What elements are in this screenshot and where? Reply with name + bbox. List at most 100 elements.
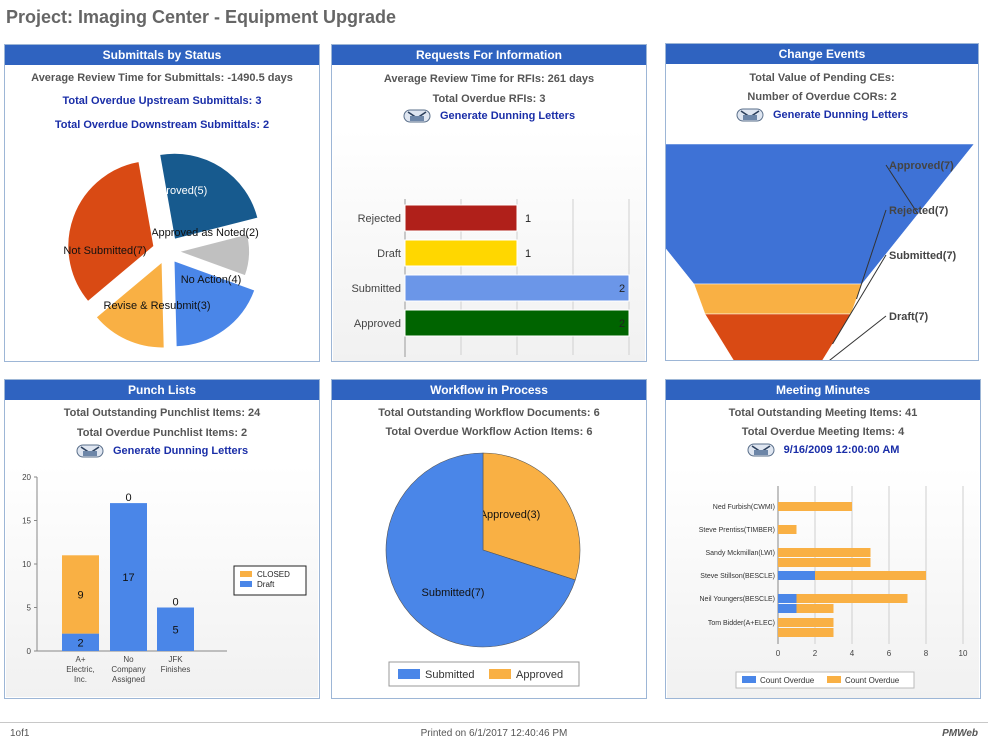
punch-x-label: Inc. <box>74 675 87 684</box>
workflow-outstanding: Total Outstanding Workflow Documents: 6 <box>378 407 600 419</box>
punch-outstanding: Total Outstanding Punchlist Items: 24 <box>63 407 261 419</box>
rfi-bar <box>404 239 518 267</box>
mt-bar-orange <box>778 628 834 637</box>
rfi-category-label: Approved <box>354 318 401 330</box>
mt-category-label: Steve Stillson(BESCLE) <box>700 573 775 580</box>
legend-swatch-closed <box>240 571 252 577</box>
pie-slice <box>385 452 576 648</box>
overdue-upstream-link[interactable]: Total Overdue Upstream Submittals: 3 <box>62 95 262 107</box>
ce-dunning-link[interactable]: Generate Dunning Letters <box>666 107 978 123</box>
panel-punch: Punch Lists Total Outstanding Punchlist … <box>4 379 320 699</box>
legend-swatch-approved <box>489 669 511 679</box>
mt-bar-orange <box>815 571 926 580</box>
pie-label: No Action(4) <box>181 274 242 286</box>
panel-header-punch: Punch Lists <box>5 380 319 400</box>
footer: 1of1 Printed on 6/1/2017 12:40:46 PM PMW… <box>0 722 988 742</box>
legend-label-draft: Draft <box>257 580 275 589</box>
submittals-pie-chart: Approved(5) Approved as Noted(2) No Action… <box>63 152 259 349</box>
punch-dunning-link[interactable]: Generate Dunning Letters <box>5 443 319 459</box>
footer-printed: Printed on 6/1/2017 12:40:46 PM <box>420 728 568 739</box>
workflow-legend <box>388 661 580 687</box>
pie-label: Not Submitted(7) <box>63 245 146 257</box>
legend-label-orange: Count Overdue <box>845 676 900 685</box>
punch-bar-closed <box>62 555 99 634</box>
ce-dunning-label: Generate Dunning Letters <box>772 109 909 121</box>
punch-value-closed: 0 <box>172 597 178 609</box>
overdue-downstream-link[interactable]: Total Overdue Downstream Submittals: 2 <box>54 119 270 131</box>
mt-bar-orange <box>778 558 871 567</box>
panel-header-meetings: Meeting Minutes <box>666 380 980 400</box>
mt-x-tick: 10 <box>959 649 968 658</box>
mt-legend <box>735 671 915 689</box>
legend-label-submitted: Submitted <box>425 669 475 681</box>
punch-y-tick: 0 <box>27 647 32 656</box>
meetings-outstanding: Total Outstanding Meeting Items: 41 <box>728 407 918 419</box>
punch-x-label: JFK <box>168 655 183 664</box>
panel-header-submittals: Submittals by Status <box>5 45 319 65</box>
punch-bar-draft <box>62 633 99 651</box>
legend-swatch-submitted <box>398 669 420 679</box>
mt-bar-blue <box>778 571 815 580</box>
punch-bar-draft <box>157 607 194 651</box>
pie-label: Approved(5) <box>147 185 208 197</box>
pie-label: Approved(3) <box>480 509 541 521</box>
pie-slice <box>177 233 251 277</box>
page-title: Project: Imaging Center - Equipment Upgr… <box>6 7 397 27</box>
pie-label: Revise & Resubmit(3) <box>104 300 211 312</box>
mt-category-label: Steve Prentiss(TIMBER) <box>699 527 775 534</box>
ce-overdue-cors: Number of Overdue CORs: 2 <box>747 91 897 103</box>
panel-submittals: Submittals by Status Average Review Time… <box>4 44 320 362</box>
punch-y-tick: 10 <box>22 560 31 569</box>
legend-label-approved: Approved <box>516 669 563 681</box>
mt-x-tick: 2 <box>813 649 818 658</box>
meetings-bar-chart: 0 2 4 6 8 10 Ned Furbish(CWMI) Steve Prentiss(T… <box>699 486 968 689</box>
panel-change-events: Change Events Total Value of Pending CEs… <box>665 43 979 361</box>
rfi-overdue: Total Overdue RFIs: 3 <box>432 93 546 105</box>
envelope-icon <box>403 109 431 123</box>
punch-legend <box>233 565 307 596</box>
funnel-label: Draft(7) <box>889 311 928 323</box>
punch-x-label: Electric, <box>66 665 94 674</box>
mt-category-label: Tom Bidder(A+ELEC) <box>708 620 775 627</box>
mt-bar-blue <box>778 594 797 603</box>
funnel-leader <box>832 254 887 345</box>
funnel-label: Approved(7) <box>889 160 954 172</box>
mt-x-tick: 8 <box>924 649 929 658</box>
rfi-bar-chart: Rejected1Draft1Submitted2Approved21122Nu… <box>351 199 630 357</box>
pie-slice <box>173 260 256 348</box>
pie-label: Approved as Noted(2) <box>151 227 259 239</box>
funnel-leader <box>856 209 887 300</box>
punch-y-tick: 5 <box>27 604 32 613</box>
envelope-icon <box>747 443 775 457</box>
rfi-bar <box>404 309 630 337</box>
punch-x-label: No <box>123 655 134 664</box>
rfi-value-label: 1 <box>525 248 531 260</box>
ce-pending-value: Total Value of Pending CEs: <box>749 72 895 84</box>
punch-y-tick: 20 <box>22 473 31 482</box>
funnel-leader <box>885 164 919 215</box>
funnel-leader <box>829 315 887 360</box>
legend-label-closed: CLOSED <box>257 570 290 579</box>
pie-label: Submitted(7) <box>422 587 485 599</box>
rfi-dunning-link[interactable]: Generate Dunning Letters <box>332 108 646 124</box>
funnel-segment <box>693 283 863 315</box>
panel-workflow: Workflow in Process Total Outstanding Wo… <box>331 379 647 699</box>
punch-value-closed: 0 <box>125 492 131 504</box>
ce-funnel-chart: Approved(7) Rejected(7) Submitted(7) Draft(… <box>666 143 975 360</box>
panel-rfi: Requests For Information Average Review … <box>331 44 647 362</box>
mt-x-tick: 0 <box>776 649 781 658</box>
workflow-overdue: Total Overdue Workflow Action Items: 6 <box>385 426 593 438</box>
meetings-date-link[interactable]: 9/16/2009 12:00:00 AM <box>666 442 980 458</box>
mt-bar-orange <box>778 502 852 511</box>
rfi-dunning-label: Generate Dunning Letters <box>439 110 576 122</box>
workflow-pie-chart: Approved(3) Submitted(7) Submitted Approved <box>385 452 581 687</box>
rfi-value-label: 1 <box>525 213 531 225</box>
punch-value-draft: 5 <box>172 624 178 636</box>
punch-x-label: Assigned <box>112 675 145 684</box>
rfi-bar <box>404 204 518 232</box>
mt-bar-orange <box>796 604 834 613</box>
rfi-value-label: 2 <box>619 283 625 295</box>
legend-swatch-draft <box>240 581 252 587</box>
mt-category-label: Ned Furbish(CWMI) <box>713 504 775 511</box>
